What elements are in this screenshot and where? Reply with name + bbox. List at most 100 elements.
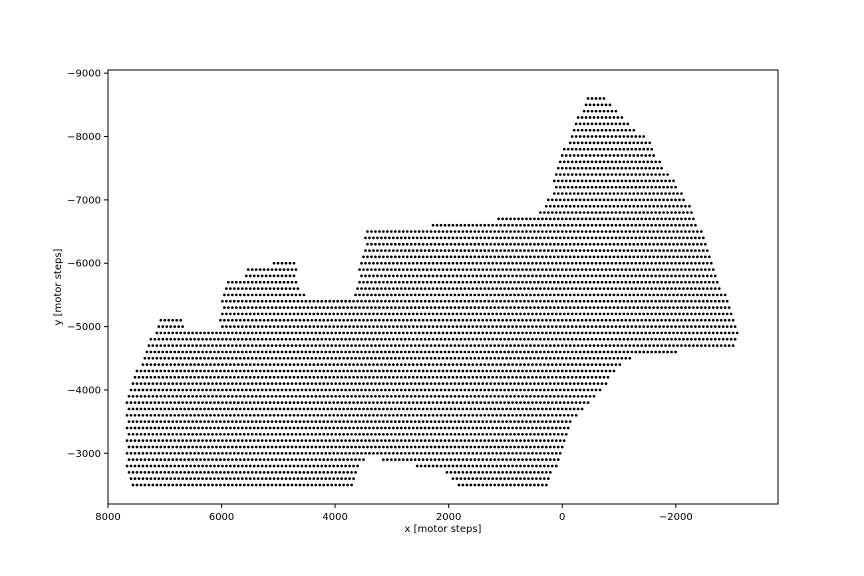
scatter-point	[207, 445, 210, 449]
scatter-point	[566, 249, 570, 252]
scatter-point	[674, 350, 677, 354]
scatter-point	[427, 299, 431, 303]
scatter-point	[274, 268, 278, 271]
scatter-point	[521, 217, 524, 221]
scatter-point	[560, 306, 564, 309]
scatter-point	[705, 337, 709, 341]
scatter-point	[590, 135, 594, 138]
scatter-point	[449, 293, 453, 297]
scatter-point	[173, 464, 177, 468]
scatter-point	[537, 382, 540, 385]
scatter-point	[471, 363, 475, 366]
scatter-point	[423, 249, 427, 252]
scatter-point	[435, 274, 439, 278]
scatter-point	[185, 426, 188, 430]
scatter-point	[618, 274, 622, 278]
scatter-point	[501, 230, 504, 233]
scatter-point	[296, 312, 300, 316]
scatter-point	[606, 198, 610, 202]
scatter-point	[447, 249, 451, 252]
scatter-point	[546, 287, 550, 290]
scatter-point	[459, 312, 463, 316]
scatter-point	[644, 318, 648, 322]
scatter-point	[650, 350, 654, 354]
scatter-points	[125, 97, 739, 487]
scatter-point	[686, 287, 689, 290]
scatter-point	[145, 375, 149, 379]
scatter-point	[594, 261, 598, 265]
scatter-point	[701, 299, 705, 303]
scatter-point	[229, 451, 232, 455]
scatter-point	[252, 464, 256, 468]
scatter-point	[380, 426, 383, 430]
scatter-point	[572, 369, 576, 373]
scatter-point	[572, 407, 576, 411]
scatter-point	[608, 128, 612, 132]
scatter-point	[409, 445, 413, 449]
scatter-point	[411, 249, 415, 252]
scatter-point	[453, 470, 457, 474]
scatter-point	[322, 420, 326, 423]
scatter-point	[711, 293, 715, 297]
scatter-point	[330, 369, 334, 373]
scatter-point	[326, 458, 330, 461]
scatter-point	[606, 223, 610, 227]
scatter-point	[429, 306, 433, 309]
scatter-point	[513, 318, 516, 322]
scatter-point	[479, 312, 483, 316]
scatter-point	[324, 375, 328, 379]
scatter-point	[483, 439, 487, 442]
scatter-point	[366, 331, 369, 335]
scatter-point	[485, 369, 489, 373]
scatter-point	[682, 236, 685, 240]
scatter-point	[672, 268, 675, 271]
scatter-point	[586, 363, 590, 366]
scatter-point	[537, 369, 540, 373]
scatter-point	[527, 464, 530, 468]
scatter-point	[362, 369, 365, 373]
scatter-point	[227, 356, 230, 360]
scatter-point	[690, 325, 693, 328]
scatter-point	[620, 268, 624, 271]
scatter-point	[384, 363, 387, 366]
scatter-point	[372, 375, 375, 379]
scatter-point	[539, 388, 542, 392]
scatter-point	[546, 388, 550, 392]
scatter-point	[433, 432, 437, 436]
scatter-point	[515, 274, 518, 278]
scatter-point	[544, 470, 548, 474]
scatter-point	[308, 451, 312, 455]
scatter-point	[604, 204, 608, 208]
scatter-point	[701, 325, 705, 328]
scatter-point	[141, 464, 145, 468]
scatter-point	[455, 401, 459, 404]
scatter-point	[391, 249, 395, 252]
scatter-point	[372, 236, 375, 240]
scatter-point	[411, 261, 415, 265]
scatter-point	[185, 413, 188, 417]
scatter-point	[487, 464, 491, 468]
scatter-point	[682, 211, 685, 214]
scatter-point	[395, 451, 399, 455]
scatter-point	[431, 236, 435, 240]
scatter-point	[602, 147, 606, 151]
scatter-point	[594, 363, 598, 366]
scatter-point	[399, 312, 403, 316]
scatter-point	[300, 312, 304, 316]
scatter-point	[550, 223, 554, 227]
scatter-point	[489, 407, 493, 411]
scatter-point	[602, 97, 606, 100]
scatter-point	[425, 280, 429, 284]
scatter-point	[264, 439, 268, 442]
scatter-point	[503, 236, 506, 240]
scatter-point	[729, 337, 733, 341]
scatter-point	[223, 432, 226, 436]
scatter-point	[628, 166, 632, 170]
scatter-point	[598, 363, 602, 366]
scatter-point	[179, 382, 183, 385]
scatter-point	[636, 268, 640, 271]
scatter-point	[668, 331, 671, 335]
scatter-point	[443, 223, 447, 227]
scatter-point	[550, 464, 554, 468]
scatter-point	[517, 268, 520, 271]
